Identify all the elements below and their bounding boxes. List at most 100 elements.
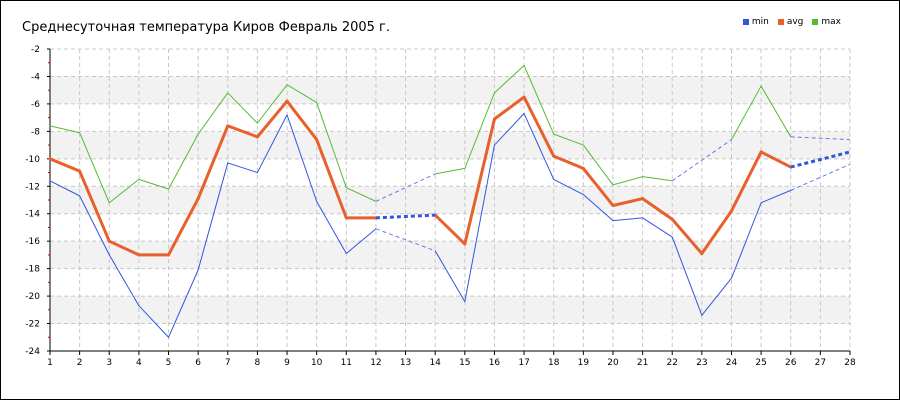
series-min-segment (108, 254, 140, 307)
series-min-segment (671, 236, 703, 316)
series-min-segment (316, 200, 347, 255)
series-min-segment (434, 250, 466, 303)
series-max-gap-bridge (375, 173, 436, 202)
x-tick-label: 11 (341, 358, 352, 368)
x-tick-label: 20 (607, 358, 619, 368)
y-tick-label: -4 (31, 72, 40, 82)
series-max-segment (345, 187, 377, 202)
x-tick-label: 23 (696, 358, 707, 368)
series-min-segment (730, 202, 762, 279)
x-tick-label: 16 (489, 358, 501, 368)
x-tick-label: 15 (459, 358, 470, 368)
x-tick-label: 17 (518, 358, 529, 368)
series-avg-segment (492, 95, 526, 121)
y-tick-label: -18 (25, 265, 40, 275)
series-min-segment (286, 114, 318, 202)
series-min-segment (553, 178, 584, 196)
series-max-segment (493, 64, 525, 94)
x-tick-label: 2 (77, 358, 83, 368)
series-avg-gap-bridge (790, 150, 851, 169)
x-tick-label: 8 (255, 358, 261, 368)
series-min-segment (79, 195, 110, 256)
x-tick-label: 9 (284, 358, 290, 368)
series-max-segment (197, 92, 229, 135)
series-avg-segment (226, 124, 259, 139)
series-max-gap-bridge (671, 139, 732, 182)
plot-band (50, 296, 850, 324)
series-avg-segment (670, 217, 704, 256)
x-tick-label: 26 (785, 358, 797, 368)
plot-band (50, 186, 850, 214)
series-max-segment (434, 167, 466, 175)
x-tick-label: 28 (844, 358, 856, 368)
x-tick-label: 21 (637, 358, 648, 368)
x-tick-label: 22 (666, 358, 677, 368)
series-min-segment (256, 114, 288, 174)
x-tick-label: 14 (429, 358, 441, 368)
series-avg-segment (196, 124, 230, 201)
x-tick-label: 13 (400, 358, 411, 368)
series-min-segment (197, 162, 229, 271)
x-tick-label: 19 (578, 358, 590, 368)
legend-swatch-max (812, 19, 819, 25)
legend-label-avg: avg (786, 17, 804, 27)
series-min-segment (49, 180, 81, 197)
x-tick-label: 24 (726, 358, 738, 368)
series-avg-segment (729, 150, 763, 213)
series-avg-segment (463, 117, 496, 246)
x-tick-label: 6 (195, 358, 201, 368)
series-max-segment (612, 176, 644, 186)
series-max-segment (256, 84, 288, 124)
series-max-segment (79, 132, 110, 204)
series-avg-segment (315, 138, 348, 220)
series-max-gap-bridge (790, 136, 851, 141)
series-avg-segment (167, 197, 200, 257)
y-tick-label: -10 (25, 155, 40, 165)
y-tick-label: -12 (25, 182, 40, 192)
series-avg-segment (611, 197, 645, 207)
series-avg-segment (107, 239, 141, 257)
x-tick-label: 4 (136, 358, 142, 368)
series-min-segment (760, 189, 792, 204)
series-max-segment (553, 133, 584, 146)
series-min-segment (493, 113, 525, 146)
series-min-segment (227, 162, 258, 174)
y-tick-label: -8 (31, 127, 40, 137)
series-min-segment (138, 305, 170, 338)
series-min-segment (612, 217, 644, 222)
y-tick-label: -2 (31, 45, 40, 55)
legend-swatch-min (742, 19, 749, 25)
y-tick-label: -22 (25, 320, 40, 330)
series-max-segment (642, 176, 673, 182)
legend-item-min: min (742, 17, 769, 27)
x-tick-label: 10 (311, 358, 323, 368)
y-tick-label: -16 (25, 237, 40, 247)
y-tick-label: -24 (25, 347, 40, 357)
series-min-segment (642, 217, 673, 238)
x-tick-label: 5 (166, 358, 172, 368)
series-avg-segment (552, 154, 585, 170)
series-max-segment (316, 102, 347, 189)
legend-label-max: max (821, 17, 841, 27)
series-min-segment (523, 113, 555, 180)
series-avg-segment (759, 150, 793, 169)
series-avg-gap-bridge (375, 213, 436, 220)
plot-band (50, 131, 850, 159)
series-max-segment (286, 84, 318, 104)
series-min-segment (582, 194, 614, 222)
series-min-gap-bridge (375, 228, 436, 252)
series-avg-segment (641, 197, 674, 221)
y-tick-label: -14 (25, 210, 40, 220)
series-max-segment (168, 133, 199, 190)
series-avg-segment (581, 166, 615, 207)
series-avg-segment (48, 157, 82, 173)
series-max-segment (730, 85, 762, 141)
y-tick-label: -20 (25, 292, 40, 302)
series-max-segment (138, 178, 170, 190)
series-max-segment (760, 85, 792, 138)
series-min-segment (345, 228, 377, 255)
plot-band (50, 76, 850, 104)
series-avg-segment (285, 99, 319, 142)
